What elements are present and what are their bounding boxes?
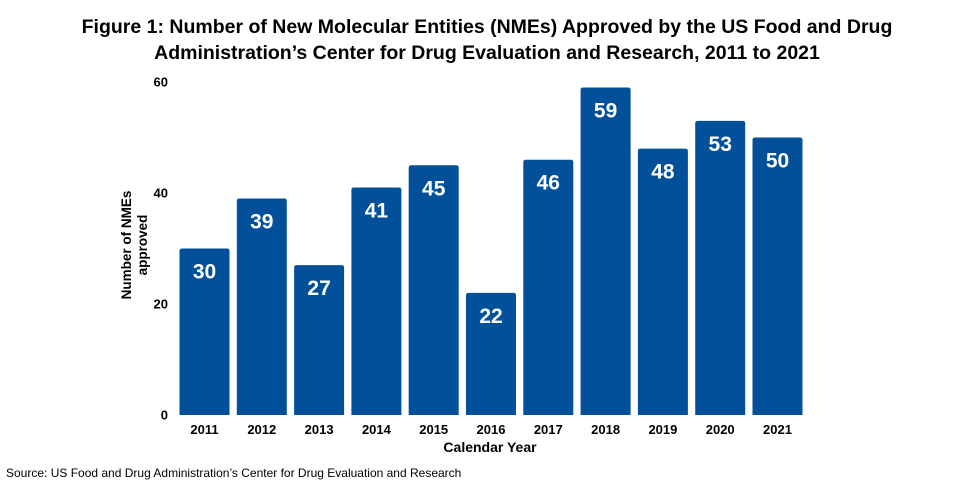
chart-title-line-1: Figure 1: Number of New Molecular Entiti… (81, 16, 893, 38)
x-tick-label: 2021 (763, 422, 792, 437)
bar-value-label: 53 (709, 133, 732, 156)
x-tick-label: 2016 (477, 422, 506, 437)
bar-value-label: 41 (365, 199, 389, 222)
bar-2017 (523, 159, 574, 415)
bar-2012 (236, 198, 287, 415)
y-tick-label: 0 (161, 408, 168, 423)
bar-value-label: 46 (537, 172, 560, 195)
chart-title: Figure 1: Number of New Molecular Entiti… (0, 14, 974, 66)
bar-2015 (408, 165, 459, 415)
x-tick-label: 2020 (706, 422, 735, 437)
bar-2020 (695, 120, 746, 415)
x-tick-label: 2011 (190, 422, 218, 437)
bar-2011 (179, 248, 230, 415)
bar-value-labels: 30 39 27 41 45 22 46 59 48 53 50 (193, 100, 789, 328)
bar-2021 (752, 137, 803, 415)
bar-value-label: 27 (307, 277, 330, 300)
source-note: Source: US Food and Drug Administration’… (6, 466, 462, 480)
bar-value-label: 59 (594, 100, 617, 123)
x-tick-label: 2012 (247, 422, 276, 437)
x-tick-label: 2019 (648, 422, 677, 437)
y-tick-labels: 0 20 40 60 (154, 75, 168, 423)
bar-2013 (294, 265, 345, 415)
x-tick-label: 2013 (305, 422, 334, 437)
x-axis-title: Calendar Year (443, 439, 537, 455)
y-axis-title: Number of NMEs approved (119, 191, 150, 300)
bar-2019 (637, 148, 688, 415)
y-tick-label: 20 (154, 297, 168, 312)
x-tick-label: 2014 (362, 422, 392, 437)
bar-value-label: 48 (651, 161, 675, 184)
bar-value-label: 22 (479, 305, 502, 328)
y-axis-title-line-2: approved (135, 215, 150, 276)
bar-value-label: 45 (422, 177, 446, 200)
bar-2014 (351, 187, 402, 415)
y-tick-label: 40 (154, 186, 168, 201)
bars (179, 87, 803, 416)
bar-value-label: 30 (193, 261, 216, 284)
x-tick-label: 2015 (419, 422, 448, 437)
bar-2018 (580, 87, 631, 416)
x-tick-label: 2018 (591, 422, 620, 437)
y-tick-label: 60 (154, 75, 168, 90)
bar-value-label: 39 (250, 211, 273, 234)
bar-2016 (466, 292, 516, 415)
chart-title-line-2: Administration’s Center for Drug Evaluat… (154, 42, 820, 64)
bar-value-label: 50 (766, 150, 789, 173)
x-tick-labels: 2011 2012 2013 2014 2015 2016 2017 2018 2019 2020… (190, 422, 792, 437)
y-axis-title-line-1: Number of NMEs (119, 191, 134, 300)
x-tick-label: 2017 (534, 422, 563, 437)
